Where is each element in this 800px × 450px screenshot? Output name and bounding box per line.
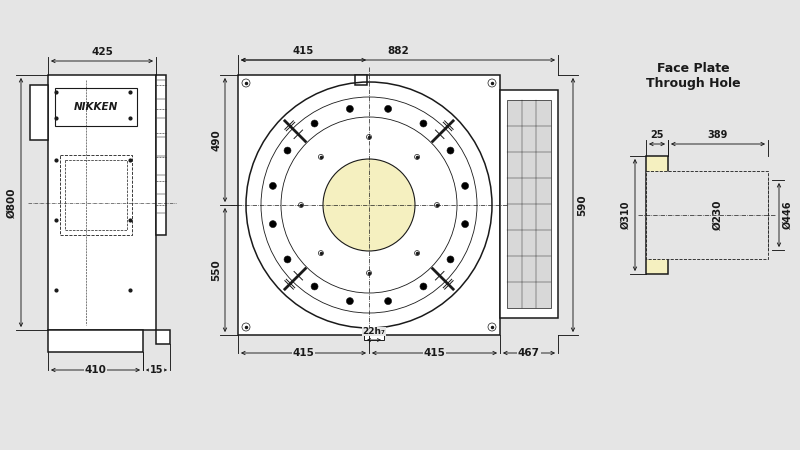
Text: 410: 410 xyxy=(85,365,106,375)
Circle shape xyxy=(385,105,392,112)
Bar xyxy=(355,75,367,85)
Bar xyxy=(500,90,558,318)
Circle shape xyxy=(447,256,454,263)
Bar xyxy=(507,100,551,308)
Text: 415: 415 xyxy=(293,46,314,56)
Bar xyxy=(55,88,137,126)
Bar xyxy=(156,75,166,235)
Circle shape xyxy=(385,297,392,305)
Circle shape xyxy=(270,220,276,228)
Text: 490: 490 xyxy=(211,129,221,151)
Circle shape xyxy=(447,147,454,154)
Text: 22h₇: 22h₇ xyxy=(362,327,386,336)
Circle shape xyxy=(311,283,318,290)
Circle shape xyxy=(346,105,354,112)
Circle shape xyxy=(462,182,469,189)
Circle shape xyxy=(284,256,291,263)
Text: Ø800: Ø800 xyxy=(7,187,17,218)
Circle shape xyxy=(462,220,469,228)
Bar xyxy=(60,155,132,235)
Bar xyxy=(668,180,768,250)
Text: 590: 590 xyxy=(577,194,587,216)
Bar xyxy=(48,75,156,330)
Text: Ø446: Ø446 xyxy=(783,201,793,229)
Text: Ø230: Ø230 xyxy=(713,200,723,230)
Bar xyxy=(646,156,668,274)
Bar xyxy=(646,171,768,259)
Text: 389: 389 xyxy=(708,130,728,140)
Circle shape xyxy=(346,297,354,305)
Circle shape xyxy=(323,159,415,251)
Text: 25: 25 xyxy=(650,130,664,140)
Text: 425: 425 xyxy=(91,47,113,57)
Text: 415: 415 xyxy=(293,348,314,358)
Bar xyxy=(65,160,127,230)
Text: 15: 15 xyxy=(150,365,163,375)
Bar xyxy=(364,335,384,340)
Text: Ø310: Ø310 xyxy=(621,201,631,229)
Circle shape xyxy=(311,120,318,127)
Circle shape xyxy=(420,283,427,290)
Bar xyxy=(238,75,500,335)
Text: 415: 415 xyxy=(423,348,446,358)
Circle shape xyxy=(420,120,427,127)
Text: NIKKEN: NIKKEN xyxy=(74,102,118,112)
Text: 882: 882 xyxy=(387,46,409,56)
Text: 550: 550 xyxy=(211,259,221,281)
Text: 467: 467 xyxy=(518,348,540,358)
Circle shape xyxy=(270,182,276,189)
Bar xyxy=(156,330,170,344)
Bar xyxy=(30,85,48,140)
Circle shape xyxy=(284,147,291,154)
Bar xyxy=(48,330,143,352)
Text: Face Plate
Through Hole: Face Plate Through Hole xyxy=(646,62,740,90)
